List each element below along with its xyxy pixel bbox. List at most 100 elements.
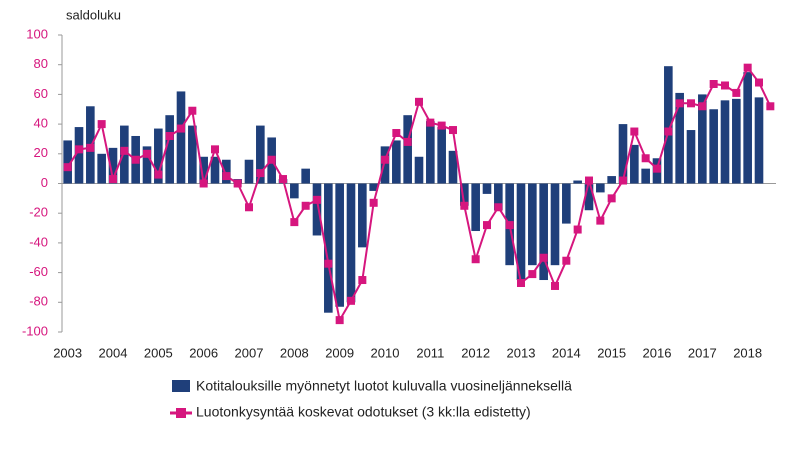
- line-marker: [437, 121, 446, 130]
- x-tick-label: 2010: [371, 345, 400, 360]
- line-marker: [732, 88, 741, 97]
- x-tick-label: 2007: [235, 345, 264, 360]
- line-marker: [403, 137, 412, 146]
- bar: [346, 183, 356, 303]
- y-tick-label: -60: [29, 264, 48, 279]
- x-tick-label: 2012: [461, 345, 490, 360]
- line-marker: [63, 163, 72, 172]
- y-tick-label: -80: [29, 294, 48, 309]
- bar: [188, 125, 197, 184]
- line-marker: [358, 276, 367, 285]
- line-marker: [551, 281, 559, 290]
- bar: [176, 91, 186, 184]
- bar: [358, 183, 367, 248]
- bar: [403, 115, 412, 184]
- line-marker: [369, 198, 378, 207]
- bar: [414, 156, 424, 184]
- bar: [437, 127, 446, 184]
- legend: Kotitalouksille myönnetyt luotot kuluval…: [170, 378, 572, 420]
- bar: [256, 125, 265, 184]
- y-tick-label: 80: [34, 56, 48, 71]
- bar: [550, 183, 560, 266]
- y-axis-label: saldoluku: [66, 7, 121, 22]
- line-marker: [335, 316, 344, 325]
- line-marker: [460, 201, 469, 210]
- bar: [686, 130, 696, 184]
- bar: [675, 92, 684, 184]
- bar: [743, 72, 752, 184]
- bar: [528, 183, 537, 266]
- x-tick-label: 2017: [688, 345, 717, 360]
- bar: [539, 183, 548, 281]
- x-tick-label: 2009: [325, 345, 354, 360]
- line-marker: [301, 201, 310, 210]
- line-marker: [641, 154, 650, 163]
- bar: [312, 183, 322, 236]
- line-marker: [143, 149, 151, 158]
- line-marker: [222, 172, 231, 181]
- line-marker: [86, 143, 95, 152]
- line-marker: [539, 253, 548, 262]
- y-tick-label: 60: [34, 86, 48, 101]
- x-tick-label: 2008: [280, 345, 309, 360]
- bar: [97, 153, 106, 184]
- line-marker: [188, 106, 197, 115]
- bar: [698, 94, 707, 184]
- line-marker: [109, 175, 117, 184]
- bar: [641, 168, 650, 184]
- line-marker: [630, 127, 639, 136]
- bar: [380, 146, 390, 184]
- bar: [516, 183, 526, 281]
- bar: [369, 183, 378, 191]
- bar: [244, 159, 254, 184]
- line-marker: [245, 203, 253, 212]
- bar: [664, 66, 673, 184]
- bar: [392, 140, 401, 184]
- legend-label: Kotitalouksille myönnetyt luotot kuluval…: [196, 378, 572, 394]
- bar: [720, 100, 730, 184]
- line-marker: [415, 97, 423, 106]
- bar: [165, 115, 174, 184]
- line-marker: [233, 179, 242, 188]
- legend-label: Luotonkysyntää koskevat odotukset (3 kk:…: [196, 404, 531, 420]
- line-marker: [199, 179, 208, 188]
- line-marker: [279, 175, 287, 184]
- line-marker: [721, 81, 729, 90]
- bar: [732, 98, 741, 184]
- x-tick-label: 2005: [144, 345, 173, 360]
- line-marker: [494, 203, 503, 212]
- line-marker: [426, 118, 435, 127]
- line-marker: [619, 176, 627, 185]
- bar: [460, 183, 469, 206]
- line-marker: [687, 99, 695, 108]
- line-marker: [120, 146, 129, 155]
- bar: [426, 121, 435, 184]
- line-marker: [313, 195, 321, 204]
- line-marker: [607, 194, 616, 203]
- line-marker: [517, 278, 525, 287]
- line-marker: [528, 270, 537, 279]
- bar: [108, 147, 118, 184]
- bar: [199, 156, 208, 184]
- y-tick-label: 0: [41, 175, 48, 190]
- y-tick-label: -100: [22, 323, 48, 338]
- y-tick-label: 20: [34, 145, 48, 160]
- bar: [482, 183, 492, 194]
- x-tick-label: 2006: [189, 345, 218, 360]
- line-marker: [165, 131, 174, 140]
- line-marker: [449, 126, 457, 135]
- line-marker: [562, 256, 571, 265]
- x-tick-label: 2004: [99, 345, 128, 360]
- line-marker: [131, 155, 140, 164]
- line-marker: [471, 255, 480, 264]
- bar: [471, 183, 480, 232]
- line-marker: [483, 221, 491, 230]
- x-tick-label: 2015: [597, 345, 626, 360]
- line-marker: [573, 225, 582, 234]
- line-marker: [596, 216, 605, 225]
- line-marker: [766, 102, 775, 111]
- bar: [607, 176, 616, 184]
- line-marker: [709, 80, 718, 89]
- line-marker: [324, 259, 333, 268]
